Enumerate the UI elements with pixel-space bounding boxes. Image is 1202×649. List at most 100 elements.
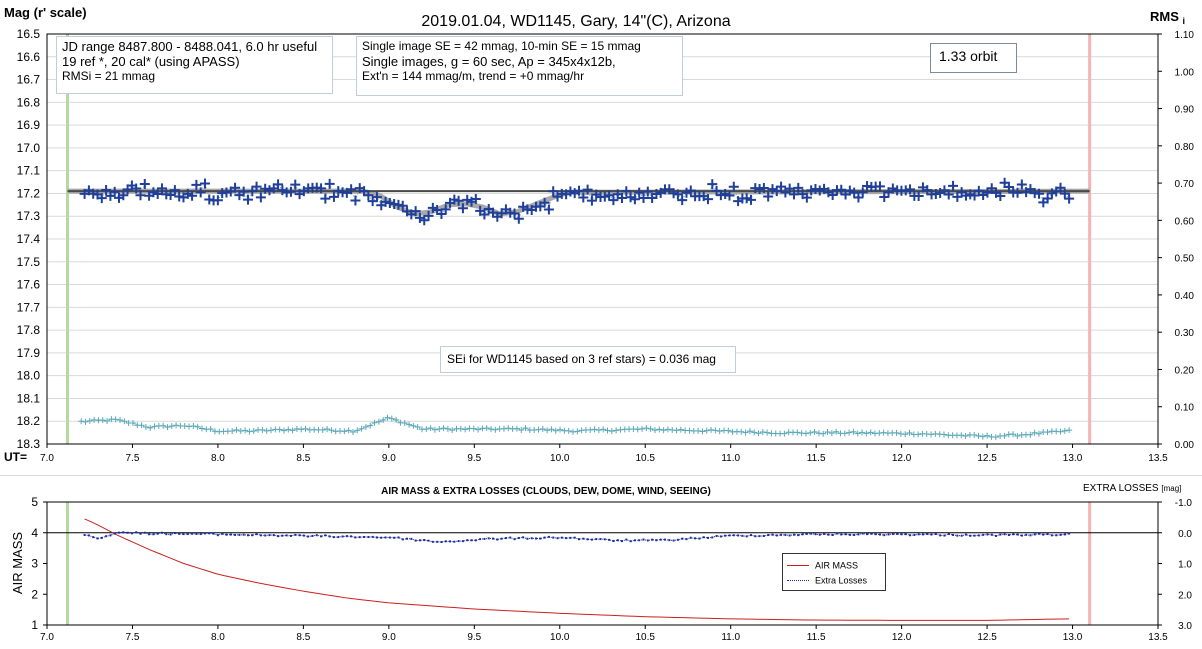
extra-losses-point [1012, 533, 1015, 536]
x-tick-label: 12.0 [892, 632, 912, 643]
extra-losses-point [552, 536, 555, 539]
jd-range-text: JD range 8487.800 - 8488.041, 6.0 hr use… [62, 39, 318, 54]
magnitude-point [543, 204, 554, 215]
rms-point [552, 427, 559, 434]
extra-losses-point [397, 536, 400, 539]
extra-losses-point [904, 533, 907, 536]
extra-losses-point [1033, 533, 1036, 536]
air-mass-ylabel: AIR MASS [10, 532, 25, 594]
extra-losses-point [1059, 533, 1062, 536]
rms-point [660, 427, 667, 434]
rms-point [142, 424, 149, 431]
y-tick-label: 17.9 [17, 346, 41, 360]
extra-losses-point [672, 539, 675, 542]
rms-point [1027, 431, 1034, 438]
rms-point [906, 429, 913, 436]
rms-point [457, 425, 464, 432]
extra-losses-point [1050, 534, 1053, 537]
rms-point [1066, 427, 1073, 434]
y-tick-label: 16.6 [17, 50, 41, 64]
extra-losses-point [1003, 533, 1006, 536]
extra-losses-point [663, 538, 666, 541]
extra-losses-point [294, 533, 297, 536]
magnitude-point [457, 203, 468, 214]
extra-losses-point [874, 533, 877, 536]
rms-point [608, 428, 615, 435]
magnitude-point [634, 187, 645, 198]
extra-losses-point [934, 533, 937, 536]
extra-losses-point [758, 535, 761, 538]
x-tick-label: 8.5 [296, 632, 310, 643]
magnitude-point [677, 195, 688, 206]
extra-losses-point [1046, 533, 1049, 536]
x-tick-label: 7.5 [126, 632, 140, 643]
rms-point [427, 425, 434, 432]
extra-losses-point [449, 540, 452, 543]
magnitude-point [763, 191, 774, 202]
magnitude-point [152, 188, 163, 199]
rms-point [431, 426, 438, 433]
x-tick-label: 10.0 [550, 632, 570, 643]
magnitude-point [397, 200, 408, 211]
magnitude-point [745, 194, 756, 205]
extra-losses-point [173, 531, 176, 534]
y-tick-label: 17.0 [17, 141, 41, 155]
rms-text: RMSi = 21 mmag [62, 69, 156, 83]
y2-tick-label: 0.50 [1175, 254, 1195, 265]
y-tick-label: 18.0 [17, 369, 41, 383]
extra-losses-point [199, 533, 202, 536]
magnitude-point [470, 194, 481, 205]
air-mass-ticks: 7.0 7.5 8.0 8.5 9.0 9.5 10.0 10.5 11.0 11.5 12.0 12… [31, 495, 1192, 643]
rms-point [859, 429, 866, 436]
rms-point [802, 430, 809, 437]
rms-point [367, 422, 374, 429]
extra-losses-point [668, 539, 671, 542]
extra-losses-point [156, 532, 159, 535]
extra-losses-point [629, 540, 632, 543]
magnitude-point [285, 186, 296, 197]
y-tick-label: 17.3 [17, 209, 41, 223]
rms-point [1044, 429, 1051, 436]
extra-losses-point [599, 538, 602, 541]
rms-point [82, 418, 89, 425]
extra-losses-point [522, 536, 525, 539]
extra-losses-point [406, 537, 409, 540]
rms-point [1010, 431, 1017, 438]
magnitude-point [582, 184, 593, 195]
rms-point [535, 426, 542, 433]
extra-losses-point [169, 533, 172, 536]
extra-losses-point [496, 538, 499, 541]
rms-point [764, 429, 771, 436]
rms-point [1061, 427, 1068, 434]
extra-losses-point [960, 534, 963, 537]
extra-losses-point [646, 539, 649, 542]
extra-losses-point [612, 540, 615, 543]
x-tick-label: 9.5 [467, 453, 481, 464]
rms-point [569, 428, 576, 435]
extra-losses-point [105, 535, 108, 538]
extra-losses-point [835, 532, 838, 535]
extra-losses-point [896, 532, 899, 535]
rms-point [962, 433, 969, 440]
magnitude-point [586, 195, 597, 206]
rms-point [328, 427, 335, 434]
x-tick-label: 8.0 [211, 453, 225, 464]
rms-point [289, 427, 296, 434]
rms-point [695, 427, 702, 434]
rms-point [746, 428, 753, 435]
extra-losses-point [767, 534, 770, 537]
extra-losses-point [1038, 532, 1041, 535]
rms-point [112, 416, 119, 423]
rms-point [902, 431, 909, 438]
light-curve-title: 2019.01.04, WD1145, Gary, 14"(C), Arizon… [421, 13, 730, 30]
extra-losses-point [388, 536, 391, 539]
magnitude-point [195, 187, 206, 198]
legend-air-mass-label: AIR MASS [815, 560, 859, 571]
extra-losses-point [625, 538, 628, 541]
extra-losses-point [702, 536, 705, 539]
extra-losses-point [556, 537, 559, 540]
extra-losses-point [285, 534, 288, 537]
extra-losses-point [887, 533, 890, 536]
rms-point [246, 428, 253, 435]
magnitude-point [784, 183, 795, 194]
